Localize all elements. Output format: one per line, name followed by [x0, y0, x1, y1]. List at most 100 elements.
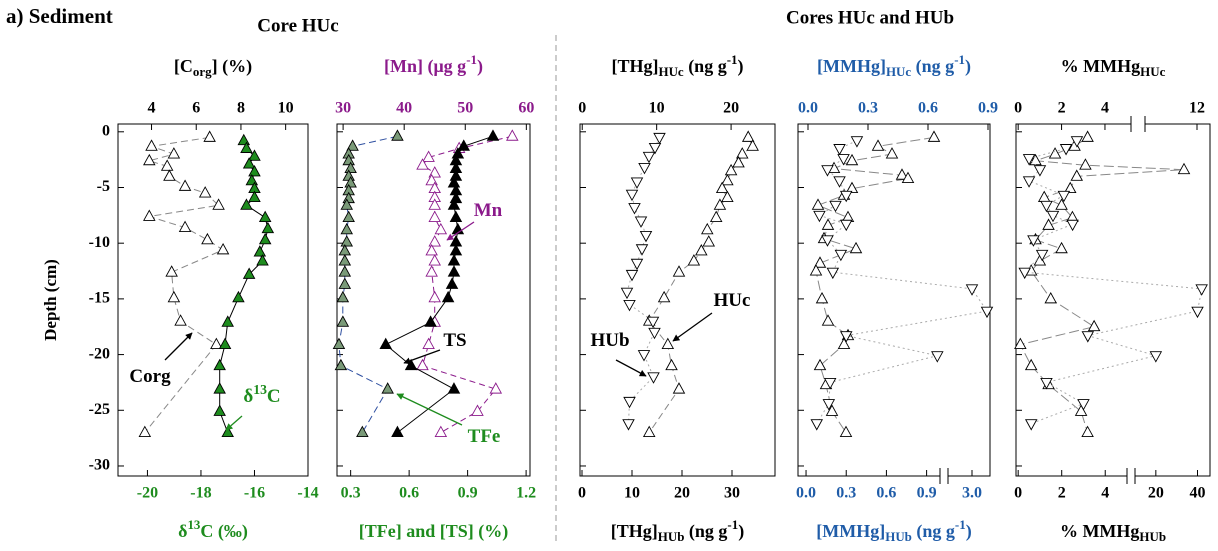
label-part: -1 [955, 517, 966, 532]
data-point [1042, 218, 1055, 230]
y-tick-label: 0 [102, 122, 110, 139]
data-point [428, 290, 441, 303]
data-point [138, 425, 152, 438]
axis-label: % MMHgHUb [1060, 521, 1166, 544]
axis-break-gap [940, 473, 948, 479]
data-point [695, 244, 708, 256]
data-point [428, 254, 441, 266]
data-point [447, 254, 461, 266]
data-point [625, 189, 639, 202]
data-point [201, 232, 214, 245]
data-point [813, 210, 826, 223]
y-tick-label: -15 [89, 290, 110, 307]
data-point [637, 350, 651, 362]
profile-line [816, 140, 988, 424]
data-point [895, 168, 909, 180]
label-part: [MMHg] [816, 521, 885, 541]
data-point [1018, 267, 1031, 280]
data-point [1070, 136, 1084, 148]
x-tick-label: 20 [1148, 485, 1164, 502]
data-point [1059, 144, 1073, 156]
data-point [813, 256, 827, 268]
annotation-arrow [615, 359, 647, 377]
axis-label: [Mn] (μg g-1) [384, 52, 483, 77]
plot-frame [797, 123, 991, 477]
profile-line [815, 136, 935, 433]
data-point [630, 177, 644, 189]
data-point [849, 241, 863, 254]
data-point [232, 290, 245, 303]
data-point [837, 337, 851, 350]
profile-line [421, 135, 513, 434]
data-point [340, 222, 354, 235]
data-point [424, 315, 437, 327]
label-part: [C [174, 56, 193, 76]
label-part: -1 [466, 52, 477, 67]
data-point [237, 133, 251, 146]
x-tick-label: 0.3 [341, 485, 361, 502]
data-point [813, 358, 827, 371]
data-point [203, 130, 216, 142]
data-point [441, 290, 455, 303]
data-point [1027, 235, 1040, 247]
data-point [709, 210, 723, 223]
group-header: Cores HUc and HUb [786, 7, 954, 28]
data-point [653, 132, 666, 145]
data-point [845, 181, 859, 194]
data-point [447, 265, 461, 277]
data-point [1022, 154, 1036, 166]
x-tick-label: 8 [237, 100, 245, 117]
label-part: -1 [727, 52, 738, 67]
data-point [1177, 162, 1191, 175]
x-tick-label: -20 [137, 485, 158, 502]
data-point [434, 222, 448, 235]
axis-label: [TFe] and [TS] (%) [359, 521, 509, 542]
axis-label: δ13C (‰) [178, 517, 248, 542]
label-part: [Mn] (μg g [384, 56, 466, 77]
data-point [178, 220, 192, 233]
data-point [379, 337, 392, 350]
x-tick-label: 0.3 [836, 485, 856, 502]
data-point [646, 316, 660, 329]
label-part: org [193, 64, 212, 79]
data-point [344, 176, 357, 188]
plot-frame [336, 123, 531, 477]
x-tick-label: 0 [578, 485, 586, 502]
data-point [422, 337, 435, 350]
data-point [635, 244, 649, 256]
data-point [143, 153, 156, 166]
data-point [715, 181, 729, 194]
plot-frame [1015, 123, 1211, 477]
x-tick-label: 0 [1014, 485, 1022, 502]
data-point [445, 277, 459, 289]
x-tick-label: 4 [1101, 100, 1109, 117]
data-point [198, 186, 212, 198]
label-part: TFe [468, 426, 501, 447]
data-point [647, 372, 660, 384]
axis-label: [THg]HUb (ng g-1) [611, 517, 744, 544]
y-tick-label: -5 [97, 178, 110, 195]
data-point [829, 200, 842, 213]
data-point [167, 147, 181, 159]
data-point [449, 244, 463, 256]
label-part: (ng g [684, 56, 727, 77]
data-point [248, 190, 261, 202]
label-part: HUc [714, 290, 751, 311]
data-point [143, 209, 156, 221]
profile-line [1023, 140, 1203, 425]
label-part: [TFe] and [TS] (%) [359, 521, 509, 542]
label-part: ] (%) [212, 56, 252, 77]
label-part: ) [738, 56, 744, 77]
data-point [344, 161, 357, 174]
data-point [1040, 200, 1053, 213]
x-tick-label: 3.0 [962, 485, 982, 502]
x-tick-label: 0.0 [798, 100, 818, 117]
data-point [1077, 399, 1090, 411]
data-point [381, 382, 394, 394]
x-tick-label: 30 [724, 485, 740, 502]
label-part: ) [965, 56, 971, 77]
data-point [630, 258, 644, 271]
x-tick-label: 10 [278, 100, 294, 117]
data-point [342, 210, 355, 223]
data-point [724, 163, 738, 176]
